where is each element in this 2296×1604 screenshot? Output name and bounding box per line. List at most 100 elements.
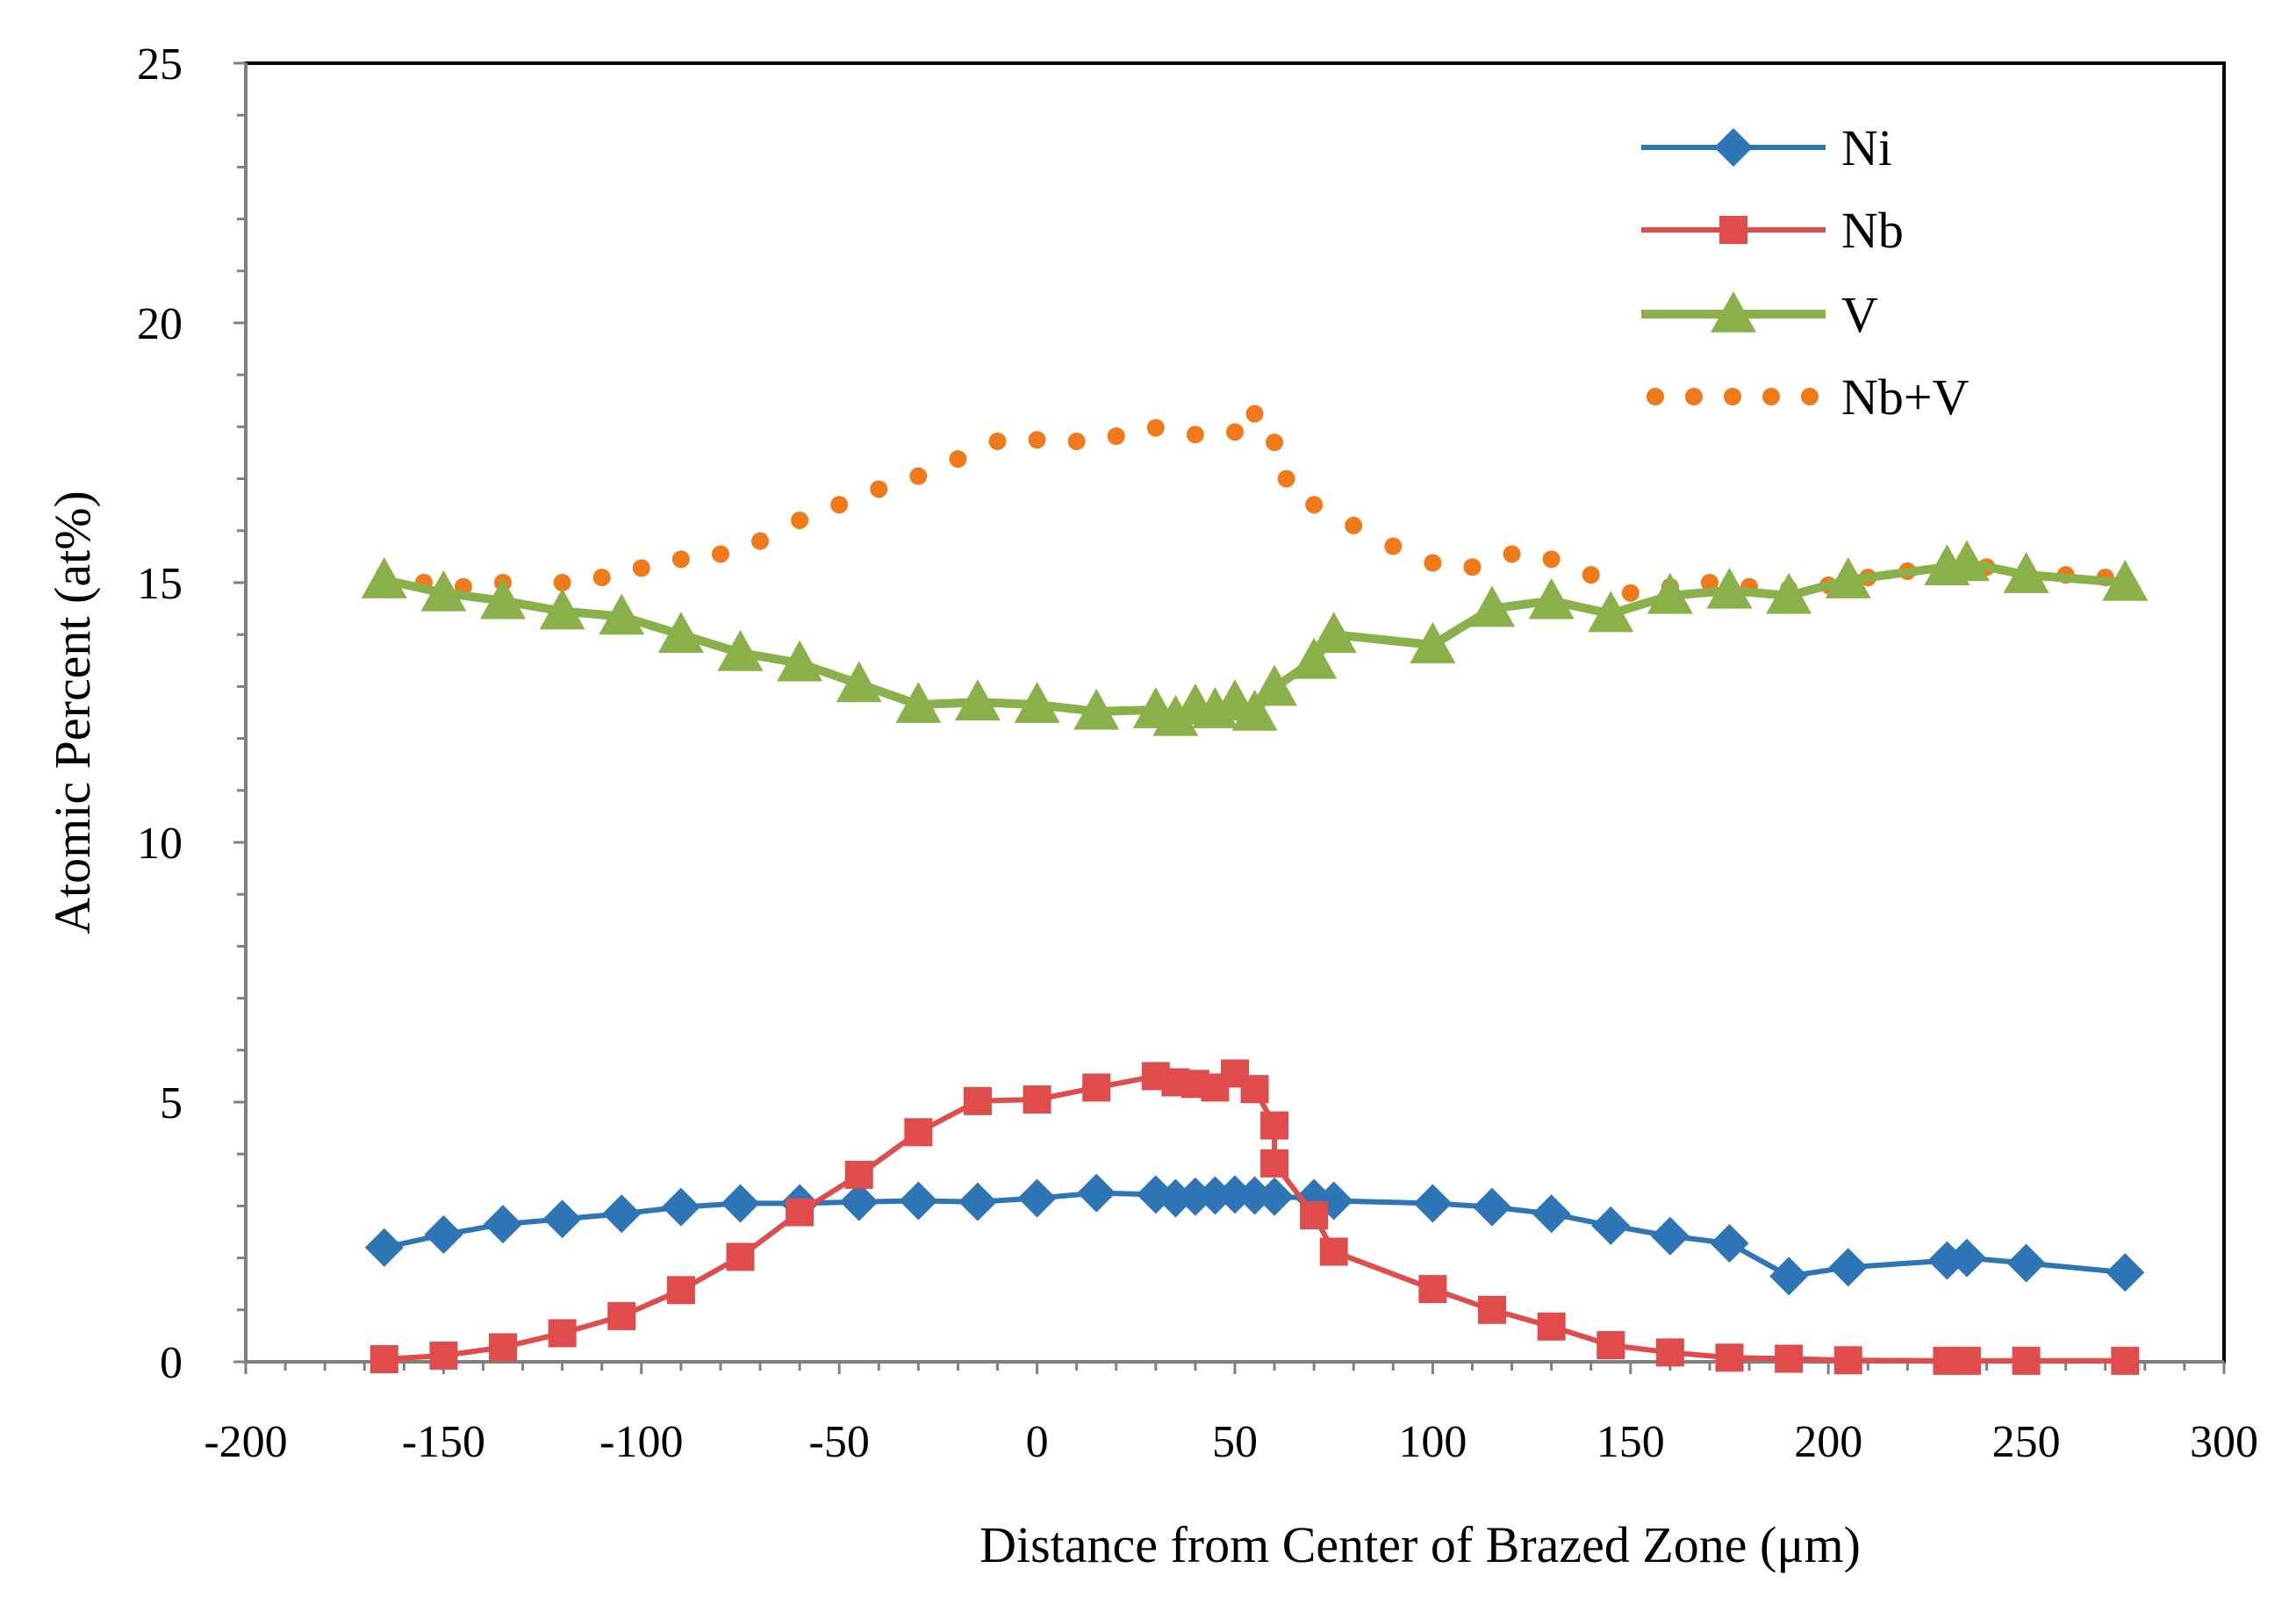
x-tick-label: 0: [1026, 1417, 1049, 1467]
data-point-ni: [484, 1205, 523, 1244]
data-point-v: [836, 661, 882, 703]
data-point-ni: [1017, 1178, 1057, 1218]
legend: Ni Nb V Nb+V: [1641, 119, 1970, 426]
legend-swatch-nb-v: [1801, 388, 1819, 405]
data-point-nb-v: [830, 496, 849, 514]
data-point-ni: [1769, 1257, 1809, 1296]
data-point-nb: [1715, 1343, 1744, 1372]
data-point-v: [2102, 560, 2149, 601]
data-point-v: [1469, 585, 1516, 627]
data-point-nb: [607, 1301, 636, 1330]
legend-label-nb: Nb: [1841, 202, 1904, 259]
x-tick-label: -200: [204, 1417, 287, 1467]
legend-item-nb: Nb: [1641, 202, 1904, 259]
data-point-nb-v: [1067, 432, 1086, 450]
data-point-ni: [2006, 1243, 2046, 1283]
data-point-v: [599, 593, 645, 635]
data-point-nb-v: [1028, 431, 1046, 449]
data-point-nb-v: [1226, 423, 1244, 441]
y-tick-label: 0: [160, 1338, 183, 1388]
data-point-nb-v: [1542, 550, 1561, 569]
data-point-ni: [839, 1182, 879, 1221]
legend-swatch-nb-v: [1685, 388, 1703, 405]
data-point-ni: [1473, 1187, 1512, 1227]
data-point-ni: [424, 1214, 463, 1254]
data-point-v: [657, 612, 704, 653]
data-point-nb-v: [988, 432, 1007, 450]
data-point-ni: [1532, 1194, 1571, 1234]
data-point-nb-v: [711, 545, 729, 563]
legend-swatch-nb-v: [1762, 388, 1780, 405]
data-point-nb-v: [1277, 469, 1295, 488]
data-point-ni: [661, 1187, 700, 1227]
x-tick-label: -50: [809, 1417, 870, 1467]
data-point-nb: [1775, 1344, 1804, 1373]
data-point-nb-v: [592, 569, 611, 587]
data-point-v: [1291, 637, 1338, 679]
data-point-nb: [726, 1242, 755, 1271]
legend-label-nb-v: Nb+V: [1841, 369, 1970, 426]
data-point-v: [1647, 572, 1693, 614]
data-point-ni: [1413, 1184, 1453, 1223]
x-tick-label: 150: [1596, 1417, 1665, 1467]
data-point-ni: [2106, 1253, 2145, 1293]
data-point-nb: [1240, 1075, 1269, 1104]
data-point-nb: [1082, 1073, 1111, 1102]
legend-marker-nb: [1719, 216, 1747, 244]
series-nb: [370, 1059, 2140, 1375]
data-point-v: [1410, 622, 1456, 663]
legend-item-v: V: [1641, 286, 1878, 343]
data-point-nb: [2012, 1346, 2041, 1375]
y-tick-label: 15: [137, 559, 183, 609]
data-point-ni: [602, 1194, 642, 1234]
data-point-nb-v: [632, 559, 650, 577]
data-point-nb: [370, 1345, 398, 1374]
x-tick-label: 50: [1212, 1417, 1258, 1467]
x-tick-label: 100: [1398, 1417, 1467, 1467]
y-tick-label: 25: [137, 39, 183, 90]
data-point-v: [777, 640, 823, 682]
data-point-nb-v: [1424, 554, 1442, 572]
data-point-nb: [1418, 1275, 1447, 1304]
x-axis-title: Distance from Center of Brazed Zone (μm): [979, 1516, 1861, 1573]
data-point-v: [420, 569, 467, 612]
data-point-v: [1825, 557, 1871, 598]
data-point-v: [480, 577, 527, 619]
axes-layer: 0 5 10 15 20 25 -200 -150 -100 -50 0 50 100 150 200 250…: [137, 39, 2258, 1467]
data-point-ni: [1947, 1238, 1986, 1278]
data-point-nb: [489, 1333, 518, 1362]
data-point-nb: [429, 1341, 458, 1370]
data-point-nb: [2111, 1346, 2140, 1375]
data-point-v: [1766, 572, 1812, 614]
data-point-v: [1152, 694, 1199, 736]
data-point-nb-v: [909, 467, 928, 485]
data-point-nb-v: [1266, 433, 1284, 452]
x-tick-label: -150: [402, 1417, 485, 1467]
data-point-ni: [1591, 1206, 1631, 1245]
data-point-nb: [1596, 1331, 1625, 1360]
data-point-nb: [963, 1086, 992, 1115]
legend-label-v: V: [1841, 286, 1878, 343]
data-point-nb: [1260, 1149, 1289, 1178]
data-point-nb-v: [1700, 574, 1718, 591]
data-point-v: [1014, 682, 1060, 723]
data-point-nb: [1300, 1201, 1329, 1230]
data-point-nb: [786, 1198, 814, 1227]
data-point-nb-v: [1345, 516, 1363, 534]
data-point-nb: [1260, 1111, 1289, 1140]
data-point-ni: [1828, 1248, 1868, 1287]
data-point-nb-v: [949, 450, 967, 469]
data-point-nb-v: [1503, 545, 1521, 563]
data-point-nb-v: [1582, 566, 1600, 584]
data-point-nb: [1833, 1346, 1862, 1375]
data-point-ni: [364, 1228, 404, 1267]
data-point-v: [717, 629, 764, 671]
data-point-v: [1073, 688, 1120, 730]
x-tick-label: -100: [599, 1417, 683, 1467]
data-point-nb-v: [791, 511, 809, 529]
data-point-v: [539, 588, 585, 630]
data-point-ni: [542, 1199, 582, 1239]
legend-item-nb-v: Nb+V: [1647, 369, 1970, 426]
data-point-nb: [1537, 1312, 1566, 1341]
